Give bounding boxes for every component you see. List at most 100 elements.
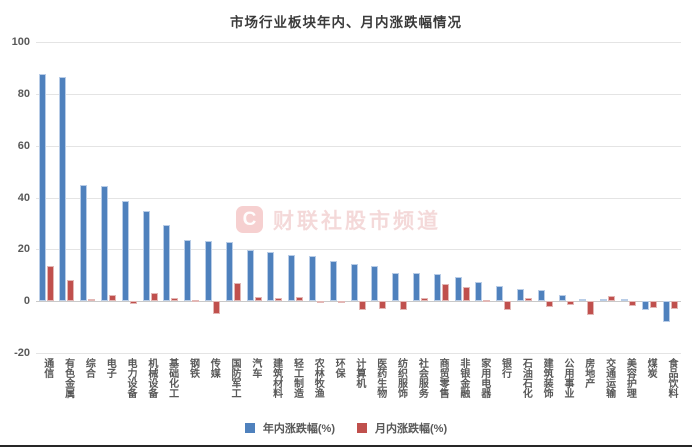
x-axis-label: 银行 xyxy=(499,358,511,378)
gridline xyxy=(36,197,681,199)
x-axis-label: 电子 xyxy=(104,358,116,378)
bar-mtd-医药生物 xyxy=(379,301,387,309)
y-axis-label: -20 xyxy=(14,347,30,359)
x-axis-label: 非银金融 xyxy=(457,358,469,398)
bar-ytd-计算机 xyxy=(350,263,358,302)
gridline xyxy=(36,353,681,354)
bar-ytd-家用电器 xyxy=(475,281,483,302)
bar-mtd-社会服务 xyxy=(421,298,429,302)
bar-ytd-农林牧渔 xyxy=(308,256,316,302)
x-axis-label: 电力设备 xyxy=(125,358,137,398)
x-axis-label: 综合 xyxy=(83,358,95,378)
bar-mtd-计算机 xyxy=(358,301,366,310)
bar-mtd-银行 xyxy=(504,301,512,310)
x-axis-label: 美容护理 xyxy=(624,358,636,398)
bar-ytd-钢铁 xyxy=(184,240,192,302)
bar-mtd-石油石化 xyxy=(525,297,533,302)
y-axis-label: 80 xyxy=(17,87,30,100)
plot-area xyxy=(36,42,681,354)
bar-ytd-商贸零售 xyxy=(433,273,441,302)
gridline xyxy=(36,93,681,95)
x-axis-label: 建筑材料 xyxy=(270,358,282,398)
bar-mtd-公用事业 xyxy=(566,301,574,305)
x-axis-label: 食品饮料 xyxy=(665,358,677,398)
bar-ytd-美容护理 xyxy=(621,298,629,302)
bar-ytd-房地产 xyxy=(579,298,587,302)
y-axis-label: 100 xyxy=(11,36,30,48)
bar-ytd-纺织服饰 xyxy=(392,273,400,302)
bar-mtd-电力设备 xyxy=(129,301,137,305)
x-axis-label: 机械设备 xyxy=(145,358,157,398)
bar-ytd-建筑装饰 xyxy=(537,289,545,302)
bar-ytd-有色金属 xyxy=(59,76,67,302)
bar-ytd-轻工制造 xyxy=(288,255,296,302)
bar-ytd-银行 xyxy=(496,286,504,302)
x-axis-label: 房地产 xyxy=(582,358,594,388)
bar-mtd-房地产 xyxy=(587,301,595,316)
gridline xyxy=(36,42,681,43)
x-axis-label: 煤炭 xyxy=(645,358,657,378)
x-axis-label: 轻工制造 xyxy=(291,358,303,398)
x-axis-label: 计算机 xyxy=(353,358,365,388)
bar-ytd-通信 xyxy=(38,74,46,302)
bar-mtd-商贸零售 xyxy=(441,283,449,302)
bar-mtd-机械设备 xyxy=(150,292,158,302)
bar-mtd-煤炭 xyxy=(649,301,657,308)
bar-ytd-社会服务 xyxy=(413,273,421,302)
y-axis-label: 40 xyxy=(17,191,30,204)
gridline xyxy=(36,249,681,251)
bar-ytd-机械设备 xyxy=(142,210,150,302)
x-axis-label: 医药生物 xyxy=(374,358,386,398)
y-axis-label: 0 xyxy=(23,295,30,308)
bar-ytd-基础化工 xyxy=(163,225,171,302)
x-axis-label: 建筑装饰 xyxy=(541,358,553,398)
bar-ytd-汽车 xyxy=(246,250,254,302)
bar-ytd-电力设备 xyxy=(121,200,129,302)
x-axis-label: 公用事业 xyxy=(561,358,573,398)
x-axis-label: 家用电器 xyxy=(478,358,490,398)
bar-mtd-通信 xyxy=(46,266,54,302)
bar-mtd-轻工制造 xyxy=(296,297,304,302)
bar-ytd-非银金融 xyxy=(454,277,462,302)
y-axis-label: 60 xyxy=(17,139,30,152)
legend-ytd-label: 年内涨跌幅(%) xyxy=(262,423,335,435)
bar-mtd-有色金属 xyxy=(67,280,75,302)
legend: 年内涨跌幅(%) 月内涨跌幅(%) xyxy=(0,420,692,436)
x-axis-label: 纺织服饰 xyxy=(395,358,407,398)
bar-mtd-农林牧渔 xyxy=(316,301,324,304)
x-axis-label: 农林牧渔 xyxy=(312,358,324,398)
chart-title: 市场行业板块年内、月内涨跌幅情况 xyxy=(230,15,462,30)
gridline xyxy=(36,301,681,303)
x-axis-label: 社会服务 xyxy=(416,358,428,398)
bar-mtd-钢铁 xyxy=(192,299,200,302)
bar-mtd-非银金融 xyxy=(462,286,470,302)
x-axis-label: 国防军工 xyxy=(229,358,241,398)
bar-mtd-基础化工 xyxy=(171,297,179,302)
bar-mtd-综合 xyxy=(88,298,96,302)
bar-ytd-交通运输 xyxy=(600,298,608,302)
legend-ytd-swatch-icon xyxy=(244,423,255,433)
bar-ytd-公用事业 xyxy=(558,295,566,302)
x-axis-label: 基础化工 xyxy=(166,358,178,398)
bar-ytd-电子 xyxy=(100,186,108,302)
legend-mtd-label: 月内涨跌幅(%) xyxy=(375,423,448,435)
bar-mtd-环保 xyxy=(337,301,345,304)
x-axis-label: 交通运输 xyxy=(603,358,615,398)
x-axis-label: 传媒 xyxy=(208,358,220,378)
bar-ytd-煤炭 xyxy=(641,301,649,311)
x-axis: 通信 有色金属 综合 电子 电力设备 机械设备 基础化工 钢铁 传媒 国防军工 汽车 建筑材料 轻工制造… xyxy=(36,358,681,422)
x-axis-label: 钢铁 xyxy=(187,358,199,378)
x-axis-label: 汽车 xyxy=(249,358,261,378)
bar-mtd-汽车 xyxy=(254,296,262,302)
bar-mtd-交通运输 xyxy=(608,295,616,302)
x-axis-label: 环保 xyxy=(333,358,345,378)
bar-mtd-国防军工 xyxy=(233,282,241,302)
bar-mtd-建筑材料 xyxy=(275,298,283,302)
bar-ytd-医药生物 xyxy=(371,266,379,302)
bar-ytd-食品饮料 xyxy=(662,301,670,323)
bar-mtd-建筑装饰 xyxy=(545,301,553,308)
bar-ytd-环保 xyxy=(329,261,337,302)
bar-mtd-传媒 xyxy=(212,301,220,315)
bar-ytd-建筑材料 xyxy=(267,251,275,302)
